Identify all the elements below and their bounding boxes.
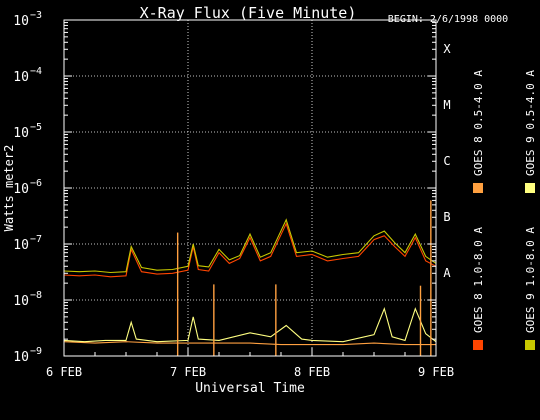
- y-tick-exponent: −5: [30, 122, 42, 133]
- legend-label-2: GOES 8 0.5-4.0 A: [472, 70, 485, 176]
- y-tick-exponent: −9: [30, 346, 42, 357]
- x-tick-label: 6 FEB: [46, 365, 82, 379]
- flare-class-axis: A B C M X: [443, 42, 451, 280]
- x-axis-label: Universal Time: [195, 381, 305, 396]
- flare-class-label-X: X: [443, 42, 451, 56]
- flare-class-label-C: C: [443, 154, 450, 168]
- legend-swatch-2: [473, 183, 483, 193]
- y-tick-exponent: −8: [30, 290, 42, 301]
- y-axis-label: Watts meter2: [2, 145, 16, 232]
- legend-label-3: GOES 9 1.0-8.0 A: [524, 227, 537, 333]
- flare-class-label-A: A: [443, 266, 451, 280]
- series-line-4: [63, 306, 437, 343]
- y-tick-exponent: −7: [30, 234, 42, 245]
- legend-swatch-3: [525, 340, 535, 350]
- legend-label-4: GOES 9 0.5-4.0 A: [524, 70, 537, 176]
- legend-swatch-4: [525, 183, 535, 193]
- x-axis: 6 FEB 7 FEB 8 FEB 9 FEB: [46, 348, 454, 379]
- series-line-2: [63, 341, 436, 346]
- flare-class-label-M: M: [443, 98, 450, 112]
- series-line-3: [63, 218, 437, 274]
- x-tick-label: 8 FEB: [294, 365, 330, 379]
- legend: GOES 8 1.0-8.0 A GOES 8 0.5-4.0 A GOES 9 1…: [472, 70, 537, 350]
- y-tick-exponent: −3: [30, 10, 42, 21]
- x-tick-label: 7 FEB: [170, 365, 206, 379]
- grid-lines: [64, 20, 436, 356]
- x-tick-label: 9 FEB: [418, 365, 454, 379]
- legend-label-1: GOES 8 1.0-8.0 A: [472, 227, 485, 333]
- begin-label: BEGIN: 2/6/1998 0000: [388, 14, 508, 25]
- legend-swatch-1: [473, 340, 483, 350]
- series-layer: [63, 200, 437, 356]
- y-tick-exponent: −4: [30, 66, 42, 77]
- flare-class-label-B: B: [443, 210, 450, 224]
- y-tick-exponent: −6: [30, 178, 42, 189]
- series-line-1: [63, 222, 437, 278]
- chart-title: X-Ray Flux (Five Minute): [140, 4, 357, 22]
